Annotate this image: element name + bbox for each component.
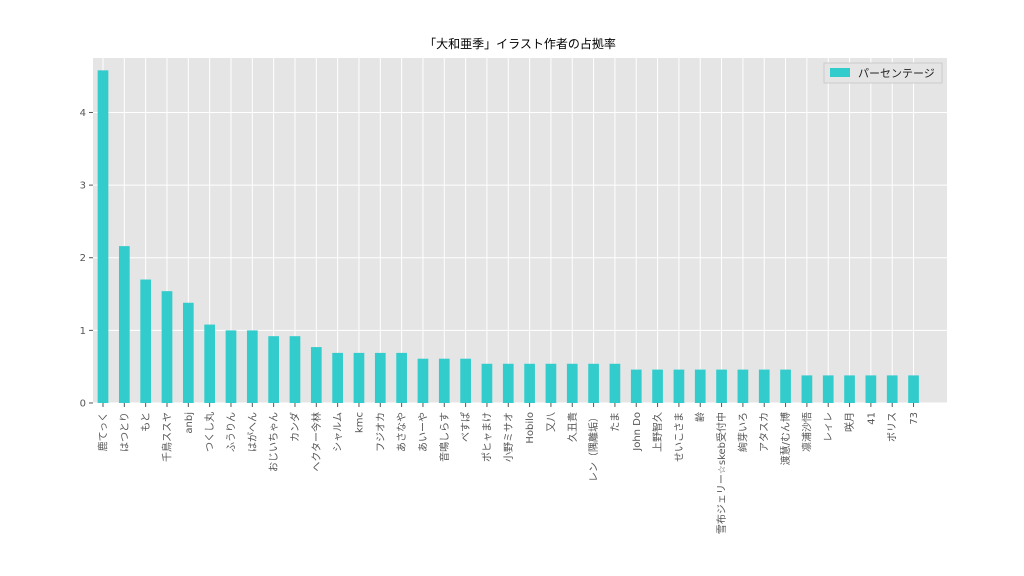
bar [332,352,343,403]
y-tick-label: 1 [80,326,86,337]
bar [588,363,599,403]
bar [737,369,749,403]
x-tick-label: 又八 [545,412,557,432]
bar [481,363,493,403]
x-tick-label: kmc [354,412,365,433]
bar [374,352,386,403]
bar [801,375,813,403]
bar [502,363,514,403]
bar [460,358,471,403]
bar [246,330,258,403]
x-tick-label: レン（隅離垢） [587,412,600,482]
bar [97,70,109,404]
bar [438,358,450,403]
bar [865,375,877,403]
x-tick-label: たま [609,412,621,432]
x-tick-label: ポヒャまけ [481,412,493,462]
x-tick-label: 齢 [694,412,707,422]
x-tick-label: カンダ [288,412,301,442]
x-tick-label: 咲月 [843,412,856,432]
x-tick-label: 絢芽いろ [736,412,749,452]
x-tick-label: シャルム [332,412,344,452]
x-tick-label: アタスカ [759,412,771,452]
bar [268,336,279,403]
x-tick-label: 上野智久 [651,412,664,452]
bar [566,363,578,403]
x-tick-label: せいこさま [673,412,685,462]
bar [822,375,834,403]
chart-title: 「大和亜季」イラスト作者の占拠率 [424,36,616,51]
x-tick-label: 鹿てっく [97,412,110,451]
bar [630,369,642,403]
bar [716,369,727,403]
bar [182,302,194,403]
x-tick-label: John Do [632,412,643,452]
bar [758,369,770,403]
bar [353,352,365,403]
bar [673,369,685,403]
x-tick-label: はつとり [119,412,131,452]
x-tick-label: Hobilo [525,412,536,444]
legend-box [823,62,943,84]
bar [289,336,301,403]
y-tick-label: 4 [80,108,86,119]
x-tick-label: おじいちゃん [268,412,280,472]
bar [118,246,130,403]
bar [524,363,535,403]
x-tick-label: 41 [866,412,877,425]
x-tick-label: あいーや [417,412,429,452]
x-tick-label: あさなや [396,412,408,452]
y-tick-label: 2 [80,253,86,264]
x-tick-label: 音鳴しらす [438,412,451,462]
y-tick-label: 0 [80,399,86,410]
legend: パーセンテージ [823,62,943,84]
x-tick-label: 久丑貴 [566,412,579,442]
legend-label: パーセンテージ [858,67,935,80]
x-tick-label: べすぱ [460,412,472,442]
bars [97,70,919,404]
x-tick-label: ふうりん [225,412,237,452]
x-tick-label: ヘクター今林 [310,412,323,472]
x-tick-label: 千鳥ススヤ [160,412,173,462]
x-tick-label: 小野ミサオ [503,412,515,462]
bar [161,291,173,403]
bar [908,375,919,403]
bar [886,375,898,403]
bar [545,363,557,403]
bar [609,363,621,403]
x-tick-label: 凛浦沙悟 [800,412,813,452]
bar [204,324,215,403]
bar [780,369,791,403]
x-tick-label: フジオカ [375,412,387,452]
bar [694,369,706,403]
plot-area [93,58,947,403]
x-tick-label: レィレ [824,412,835,442]
bar [225,330,237,403]
x-tick-label: 雪布ジェリー☆skeb受付中 [715,412,728,534]
bar [652,369,663,403]
x-tick-label: はがへん [246,412,259,452]
x-tick-label: もと [140,412,152,432]
y-axis-ticks: 0 1 2 3 4 [80,108,93,410]
x-tick-label: つくし丸 [203,412,216,452]
y-tick-label: 3 [80,181,86,192]
x-tick-label: 渡慧/むん博 [779,412,792,465]
bar [417,358,429,403]
x-tick-label: 73 [909,412,920,425]
x-axis-ticks: 鹿てっく はつとり もと 千鳥ススヤ anbj つくし丸 ふうりん はがへん おじいちゃん カンダ… [97,403,920,534]
x-tick-label: anbj [184,412,195,434]
x-tick-label: ボリス [887,412,899,442]
bar [310,347,322,403]
bar [140,279,152,403]
legend-swatch [830,68,850,77]
bar [844,375,855,403]
bar [396,352,407,403]
